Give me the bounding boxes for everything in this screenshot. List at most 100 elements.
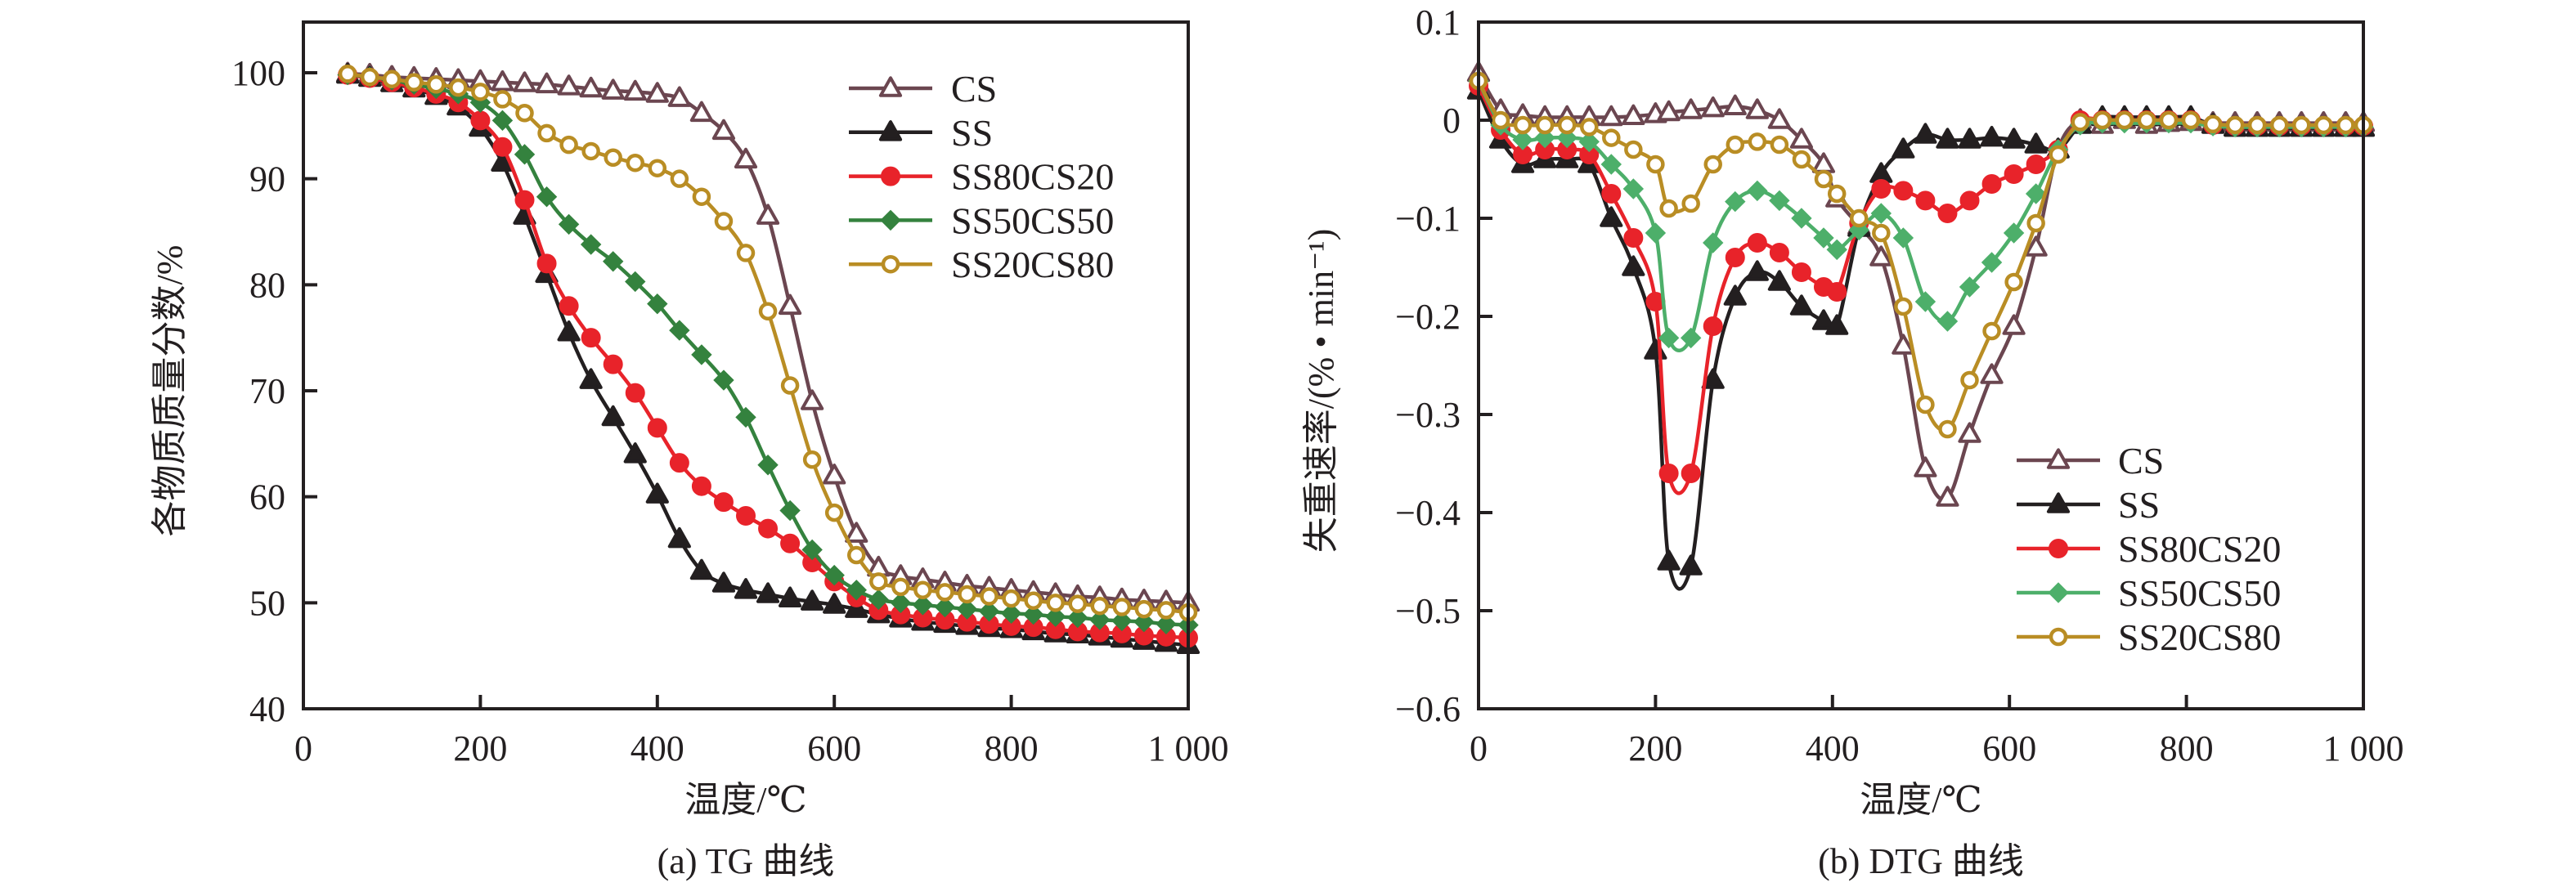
data-point-ss80cs20 <box>603 354 623 374</box>
data-point-cs <box>823 464 846 485</box>
data-point-ss20cs80 <box>2049 145 2067 164</box>
data-point-ss20cs80 <box>493 90 512 109</box>
data-point-ss50cs50 <box>1645 222 1667 244</box>
data-point-cs <box>1980 363 2004 384</box>
data-point-ss50cs50 <box>890 592 912 614</box>
data-point-cs <box>1745 98 1769 119</box>
data-point-cs <box>801 389 824 410</box>
data-point-ss50cs50 <box>801 539 823 561</box>
y-tick-label: 80 <box>249 265 285 305</box>
data-point-ss50cs50 <box>1680 327 1702 349</box>
data-point-ss20cs80 <box>2159 110 2179 130</box>
data-point-ss50cs50 <box>1022 603 1044 625</box>
data-point-cs <box>513 71 536 92</box>
data-point-cs <box>1869 245 1893 267</box>
data-point-ss80cs20 <box>1703 316 1723 336</box>
data-point-ss80cs20 <box>713 492 734 513</box>
data-point-ss20cs80 <box>802 450 822 469</box>
plot-frame <box>1477 20 2365 710</box>
data-point-ss <box>689 558 713 580</box>
data-point-cs <box>1600 105 1623 127</box>
y-tick-label: −0.2 <box>1395 297 1461 337</box>
legend-item-ss20cs80: SS20CS80 <box>849 244 1114 285</box>
data-point-ss20cs80 <box>692 187 711 206</box>
legend-item-cs: CS <box>2017 440 2164 482</box>
data-point-ss50cs50 <box>2003 222 2025 244</box>
y-tick-label: 100 <box>231 53 285 93</box>
legend-marker <box>878 76 903 97</box>
series-group <box>1466 60 2376 591</box>
data-point-ss20cs80 <box>1659 199 1678 218</box>
data-point-ss50cs50 <box>1111 610 1133 632</box>
data-point-ss20cs80 <box>405 73 424 92</box>
legend-label: SS80CS20 <box>2118 528 2281 570</box>
data-point-cs <box>667 86 691 107</box>
data-point-ss80cs20 <box>581 328 601 348</box>
data-point-ss20cs80 <box>1024 591 1043 610</box>
data-point-ss <box>1745 260 1769 281</box>
data-point-ss50cs50 <box>912 594 934 616</box>
data-point-ss20cs80 <box>1491 110 1510 130</box>
data-point-ss50cs50 <box>1747 180 1768 202</box>
data-point-cs <box>1892 334 1915 355</box>
y-tick-label: 0 <box>1443 101 1461 141</box>
data-point-ss50cs50 <box>1703 232 1724 253</box>
data-point-ss <box>1789 294 1814 316</box>
data-point-ss50cs50 <box>625 271 646 293</box>
data-point-ss20cs80 <box>1850 208 1869 228</box>
legend-item-ss50cs50: SS50CS50 <box>2017 572 2281 614</box>
data-point-ss80cs20 <box>758 518 779 539</box>
data-point-ss20cs80 <box>2225 115 2245 135</box>
data-point-ss20cs80 <box>2181 110 2201 130</box>
data-point-ss80cs20 <box>536 253 557 274</box>
x-tick-label: 1 000 <box>1148 728 1229 768</box>
legend-marker <box>881 254 900 274</box>
data-point-ss80cs20 <box>2004 164 2024 184</box>
data-point-ss20cs80 <box>736 244 756 262</box>
data-point-ss <box>1657 549 1681 571</box>
data-point-cs <box>845 522 868 543</box>
data-point-ss20cs80 <box>670 169 689 188</box>
legend-label: CS <box>2118 440 2164 482</box>
data-point-ss50cs50 <box>1936 311 1959 332</box>
data-point-ss50cs50 <box>1156 613 1177 634</box>
legend-item-ss50cs50: SS50CS50 <box>849 199 1114 241</box>
data-point-ss20cs80 <box>1938 419 1957 439</box>
data-point-ss20cs80 <box>1726 135 1745 155</box>
data-point-ss50cs50 <box>1044 606 1066 627</box>
data-point-ss20cs80 <box>1002 589 1021 608</box>
data-point-ss20cs80 <box>2314 115 2333 135</box>
x-tick-label: 400 <box>631 728 684 768</box>
data-point-ss <box>1701 368 1725 389</box>
legend-marker <box>2049 539 2068 558</box>
data-point-ss20cs80 <box>1580 118 1599 137</box>
series-group <box>336 61 1200 654</box>
y-axis-label: 失重速率/(% • min⁻¹) <box>1301 229 1341 553</box>
data-point-ss20cs80 <box>2093 110 2112 130</box>
data-point-ss <box>711 571 736 593</box>
x-tick-label: 600 <box>1982 728 2036 768</box>
data-point-ss <box>823 593 846 614</box>
data-point-cs <box>623 79 647 101</box>
y-axis-label: 各物质质量分数/% <box>150 245 190 537</box>
data-point-ss20cs80 <box>1513 115 1533 135</box>
legend-marker <box>880 209 901 231</box>
data-point-ss80cs20 <box>1658 464 1679 483</box>
data-point-cs <box>601 78 625 100</box>
legend-item-ss: SS <box>2017 484 2160 526</box>
data-point-ss <box>1892 137 1915 159</box>
data-point-ss20cs80 <box>2137 110 2156 130</box>
legend-label: SS20CS80 <box>2118 616 2281 658</box>
data-point-ss <box>667 526 691 549</box>
data-point-ss80cs20 <box>1747 233 1767 253</box>
data-point-ss50cs50 <box>956 598 978 620</box>
data-point-ss20cs80 <box>1535 115 1555 135</box>
data-point-ss20cs80 <box>2071 113 2090 132</box>
x-tick-label: 200 <box>453 728 507 768</box>
data-point-ss50cs50 <box>1826 239 1847 261</box>
data-point-ss20cs80 <box>471 83 490 101</box>
legend-label: SS <box>2118 484 2160 526</box>
data-point-ss20cs80 <box>780 376 800 395</box>
